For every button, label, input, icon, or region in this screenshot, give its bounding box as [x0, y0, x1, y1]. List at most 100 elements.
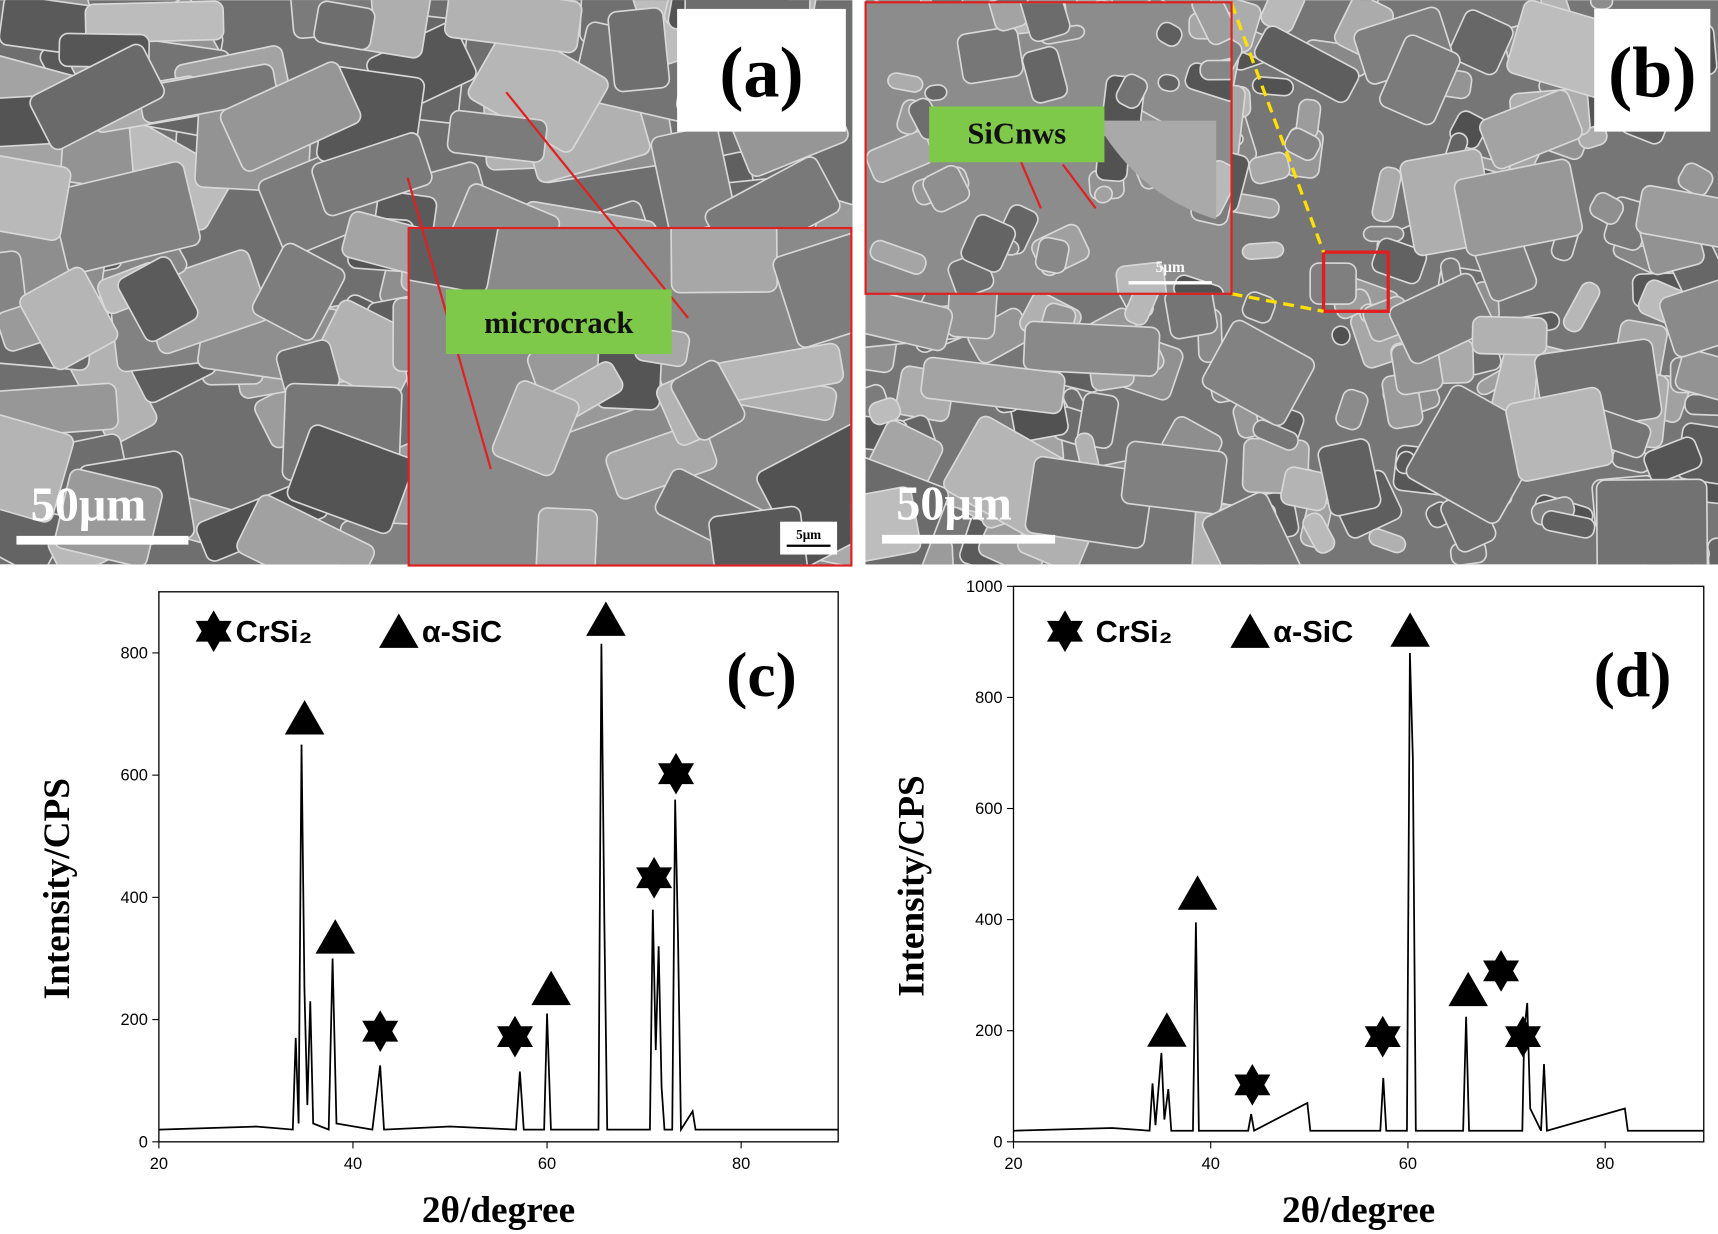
grain	[1309, 262, 1357, 305]
annotation-box	[929, 106, 1105, 163]
panel-label: (c)	[726, 639, 797, 710]
grain	[1199, 59, 1231, 81]
legend-label: α-SiC	[1273, 615, 1353, 649]
sic-marker	[284, 700, 325, 735]
grain	[1368, 528, 1407, 554]
sic-marker	[1177, 875, 1218, 910]
inset-scale-label: 5μm	[796, 527, 821, 542]
scale-bar-label: 50μm	[896, 477, 1012, 530]
y-tick-label: 600	[975, 800, 1002, 818]
grain	[1589, 191, 1625, 225]
grain	[772, 229, 851, 348]
grain	[922, 164, 971, 213]
grain	[1095, 120, 1217, 220]
grain	[1378, 34, 1461, 126]
panel-label: (a)	[719, 33, 803, 113]
y-tick-label: 800	[975, 689, 1002, 707]
y-tick-label: 200	[975, 1022, 1002, 1040]
crsi2-marker	[1504, 1015, 1541, 1058]
grain	[1022, 320, 1161, 377]
grain	[1589, 0, 1614, 10]
zoom-line	[1231, 292, 1324, 313]
x-tick-label: 20	[1004, 1155, 1022, 1173]
plot-frame	[158, 591, 839, 1143]
grain	[708, 505, 812, 565]
x-tick-label: 20	[150, 1155, 168, 1173]
grain	[607, 7, 671, 93]
y-tick-label: 200	[121, 1011, 148, 1029]
x-tick-label: 80	[1596, 1155, 1614, 1173]
grain	[1562, 281, 1601, 333]
grain	[409, 229, 501, 294]
legend-label: CrSi₂	[236, 615, 313, 649]
label-box	[1594, 8, 1711, 132]
zoom-line	[1229, 2, 1326, 253]
grain	[920, 356, 1066, 415]
grain	[670, 229, 778, 294]
legend-marker	[1046, 610, 1083, 653]
grain	[1659, 273, 1718, 358]
grain	[1115, 73, 1149, 109]
crsi2-marker	[362, 1010, 399, 1052]
sic-marker	[586, 601, 626, 636]
grain	[960, 213, 1017, 273]
y-tick-label: 0	[139, 1133, 148, 1151]
grain	[1643, 436, 1703, 484]
grain	[1677, 162, 1714, 197]
grain	[251, 242, 346, 342]
grain	[117, 256, 199, 343]
y-axis-title: Intensity/CPS	[37, 778, 78, 999]
legend-label: CrSi₂	[1096, 615, 1173, 649]
grain	[1479, 89, 1583, 170]
sic-marker	[531, 970, 571, 1006]
grain	[1371, 166, 1402, 223]
crsi2-marker	[496, 1015, 533, 1058]
sic-marker	[1448, 971, 1488, 1007]
x-tick-label: 60	[538, 1155, 556, 1173]
grain	[219, 61, 362, 172]
x-tick-label: 80	[732, 1155, 750, 1173]
grain	[865, 486, 922, 564]
grain	[1252, 419, 1299, 451]
crsi2-marker	[1234, 1064, 1271, 1106]
grain	[1201, 491, 1304, 565]
grain	[1248, 151, 1291, 185]
y-tick-label: 400	[121, 889, 148, 907]
scale-bar-label: 50μm	[31, 479, 147, 532]
grain	[1302, 512, 1336, 554]
panel-label: (b)	[1608, 33, 1696, 113]
grain	[1024, 455, 1155, 549]
arrow	[1020, 161, 1042, 209]
x-axis-title: 2θ/degree	[422, 1190, 575, 1231]
xrd-line	[158, 643, 839, 1133]
legend-label: α-SiC	[422, 615, 502, 649]
xrd-chart: 20 40 60 80020040060080010002θ/degreeIntens…	[892, 578, 1705, 1231]
grain	[1157, 73, 1180, 93]
grain	[84, 0, 225, 44]
arrow	[505, 91, 689, 319]
grain	[1453, 158, 1584, 257]
grain	[535, 507, 599, 565]
grain	[1335, 388, 1369, 431]
grain	[670, 359, 746, 441]
grain	[865, 287, 954, 352]
x-tick-label: 40	[1202, 1155, 1220, 1173]
grain	[1317, 438, 1382, 517]
legend-marker	[1230, 613, 1270, 648]
y-tick-label: 600	[121, 767, 148, 785]
grain	[1541, 510, 1596, 539]
grain	[956, 26, 1024, 85]
grain	[1448, 9, 1514, 76]
grain	[1201, 319, 1316, 427]
grain	[491, 380, 580, 477]
grain	[1094, 185, 1114, 204]
grain	[1120, 440, 1228, 515]
zoom-box	[1321, 250, 1390, 313]
grain	[869, 239, 927, 275]
grain	[1034, 236, 1070, 275]
y-tick-label: 800	[121, 644, 148, 662]
panel-label: (d)	[1594, 639, 1672, 710]
annotation: SiCnws	[967, 117, 1066, 151]
grain	[1707, 537, 1718, 565]
